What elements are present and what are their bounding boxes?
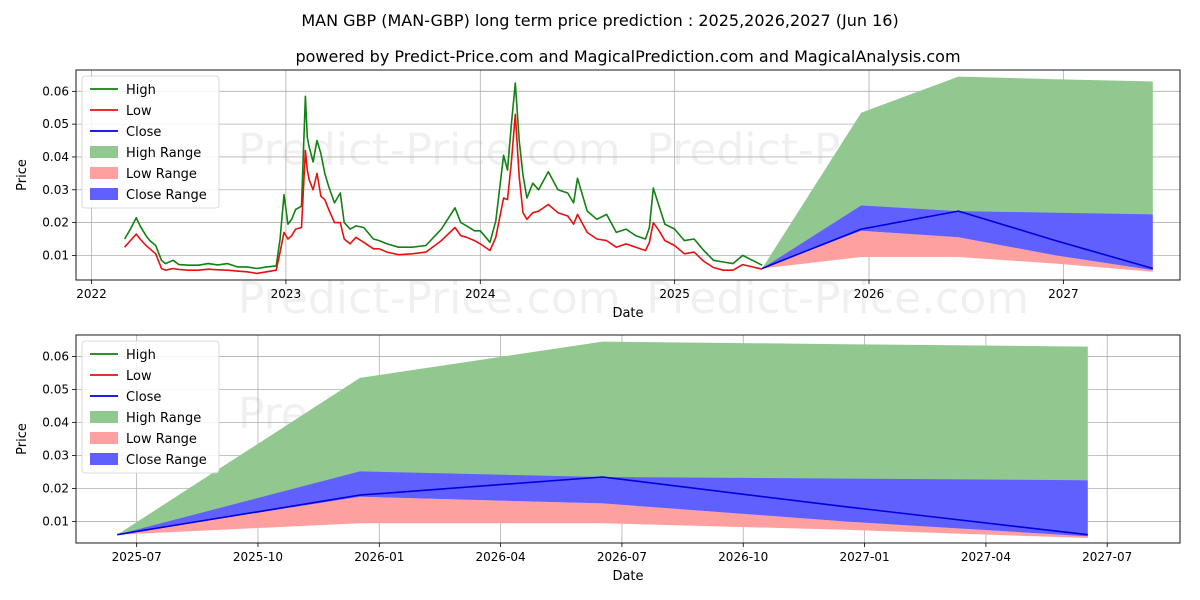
x-tick-label: 2024	[465, 287, 496, 301]
x-tick-label: 2025-07	[112, 550, 162, 564]
legend-close-label: Close	[126, 390, 161, 405]
y-tick-label: 0.05	[42, 382, 69, 396]
y-tick-label: 0.01	[42, 248, 69, 262]
y-tick-label: 0.03	[42, 449, 69, 463]
y-tick-label: 0.01	[42, 515, 69, 529]
legend-high-label: High	[126, 348, 156, 363]
legend-close-range-swatch	[90, 453, 118, 465]
watermark-text: Predict-Price.com	[238, 273, 621, 324]
chart-title: MAN GBP (MAN-GBP) long term price predic…	[301, 11, 898, 30]
y-tick-label: 0.04	[42, 150, 69, 164]
y-tick-label: 0.06	[42, 84, 69, 98]
legend-high-range-label: High Range	[126, 411, 201, 426]
main-price-panel: Predict-Price.com Predict-Price.com Predic…	[15, 69, 1181, 324]
x-tick-label: 2026	[854, 287, 885, 301]
y-axis-label: Price	[15, 423, 30, 455]
plot-frame	[75, 334, 1181, 544]
legend-high-range-label: High Range	[126, 146, 201, 161]
legend-close-range-label: Close Range	[126, 188, 207, 203]
x-tick-label: 2027-07	[1082, 550, 1132, 564]
x-tick-label: 2023	[271, 287, 302, 301]
zoomed-prediction-panel: Predict-Price.comPredict-Price.com2025-0…	[15, 334, 1181, 584]
high-series-line	[123, 82, 763, 270]
low-range-band	[117, 496, 1088, 538]
low-series-line	[123, 113, 763, 275]
watermark-text: Predict-Price.com	[238, 125, 621, 176]
legend-close-label: Close	[126, 125, 161, 140]
x-tick-label: 2025	[659, 287, 690, 301]
chart-subtitle: powered by Predict-Price.com and Magical…	[295, 47, 960, 66]
x-tick-label: 2026-01	[354, 550, 404, 564]
legend-close-range-swatch	[90, 188, 118, 200]
x-tick-label: 2022	[76, 287, 107, 301]
legend-low-label: Low	[126, 369, 152, 384]
legend-close-range-label: Close Range	[126, 453, 207, 468]
x-tick-label: 2026-07	[597, 550, 647, 564]
low-range-band	[762, 230, 1153, 272]
legend-high-label: High	[126, 83, 156, 98]
legend-low-label: Low	[126, 104, 152, 119]
close-series-line	[117, 476, 1088, 536]
legend-low-range-label: Low Range	[126, 432, 197, 447]
x-tick-label: 2027	[1048, 287, 1079, 301]
y-tick-label: 0.02	[42, 216, 69, 230]
watermark-text: Predict-Price.com	[646, 273, 1029, 324]
x-tick-label: 2027-04	[961, 550, 1011, 564]
y-tick-label: 0.02	[42, 482, 69, 496]
plot-area	[123, 76, 1154, 275]
plot-frame	[75, 69, 1181, 281]
y-tick-label: 0.03	[42, 183, 69, 197]
legend-low-range-swatch	[90, 432, 118, 444]
y-tick-label: 0.06	[42, 349, 69, 363]
legend-high-range-swatch	[90, 411, 118, 423]
y-axis-label: Price	[15, 159, 30, 191]
x-tick-label: 2025-10	[233, 550, 283, 564]
x-tick-label: 2027-01	[840, 550, 890, 564]
plot-area	[117, 341, 1088, 538]
close-range-band	[762, 205, 1153, 271]
x-axis-label: Date	[612, 306, 643, 321]
legend-high-range-swatch	[90, 146, 118, 158]
legend-low-range-swatch	[90, 167, 118, 179]
x-tick-label: 2026-04	[476, 550, 526, 564]
close-series-line	[761, 210, 1154, 270]
legend-low-range-label: Low Range	[126, 167, 197, 182]
x-tick-label: 2026-10	[718, 550, 768, 564]
close-range-band	[117, 471, 1088, 537]
x-axis-label: Date	[612, 569, 643, 584]
y-tick-label: 0.05	[42, 117, 69, 131]
y-tick-label: 0.04	[42, 415, 69, 429]
